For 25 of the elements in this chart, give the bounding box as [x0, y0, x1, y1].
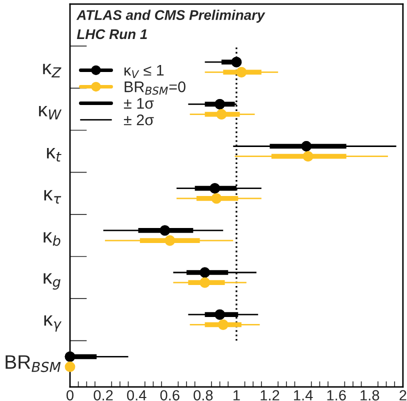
y-tick-label: κ$_{g}$	[44, 273, 60, 290]
y-tick-label: BR$_{BSM}$	[6, 355, 61, 372]
x-tick-label: 1.8	[360, 390, 380, 400]
y-tick-label: κ$_{Z}$	[43, 64, 62, 78]
y-tick-label: κ$_{τ}$	[44, 190, 62, 204]
x-tick-label: 0	[66, 390, 74, 400]
x-tick-label: 0.8	[194, 390, 213, 400]
chart-subtitle: LHC Run 1	[76, 29, 147, 40]
annotation: ± 2σ	[124, 114, 154, 126]
y-tick-label: κ$_{γ}$	[44, 315, 62, 332]
y-tick-label: κ$_{b}$	[44, 232, 60, 246]
y-tick-label: κ$_{W}$	[39, 106, 62, 120]
annotation: ± 1σ	[124, 98, 154, 109]
chart-title: ATLAS and CMS Preliminary	[76, 10, 266, 23]
x-tick-label: 1.4	[294, 390, 313, 400]
legend-label: κ$_{V}$ ≤ 1	[124, 65, 164, 78]
x-tick-label: 1	[234, 390, 240, 400]
y-tick-label: κ$_{t}$	[47, 148, 62, 162]
x-tick-label: 0.6	[160, 390, 180, 400]
x-tick-label: 1.2	[260, 390, 280, 400]
x-tick-label: 0.4	[127, 390, 146, 400]
x-tick-label: 2	[400, 390, 406, 400]
legend-label: BR$_{BSM}$=0	[124, 81, 186, 95]
x-tick-label: 0.2	[94, 390, 113, 400]
x-tick-label: 1.6	[327, 390, 346, 400]
